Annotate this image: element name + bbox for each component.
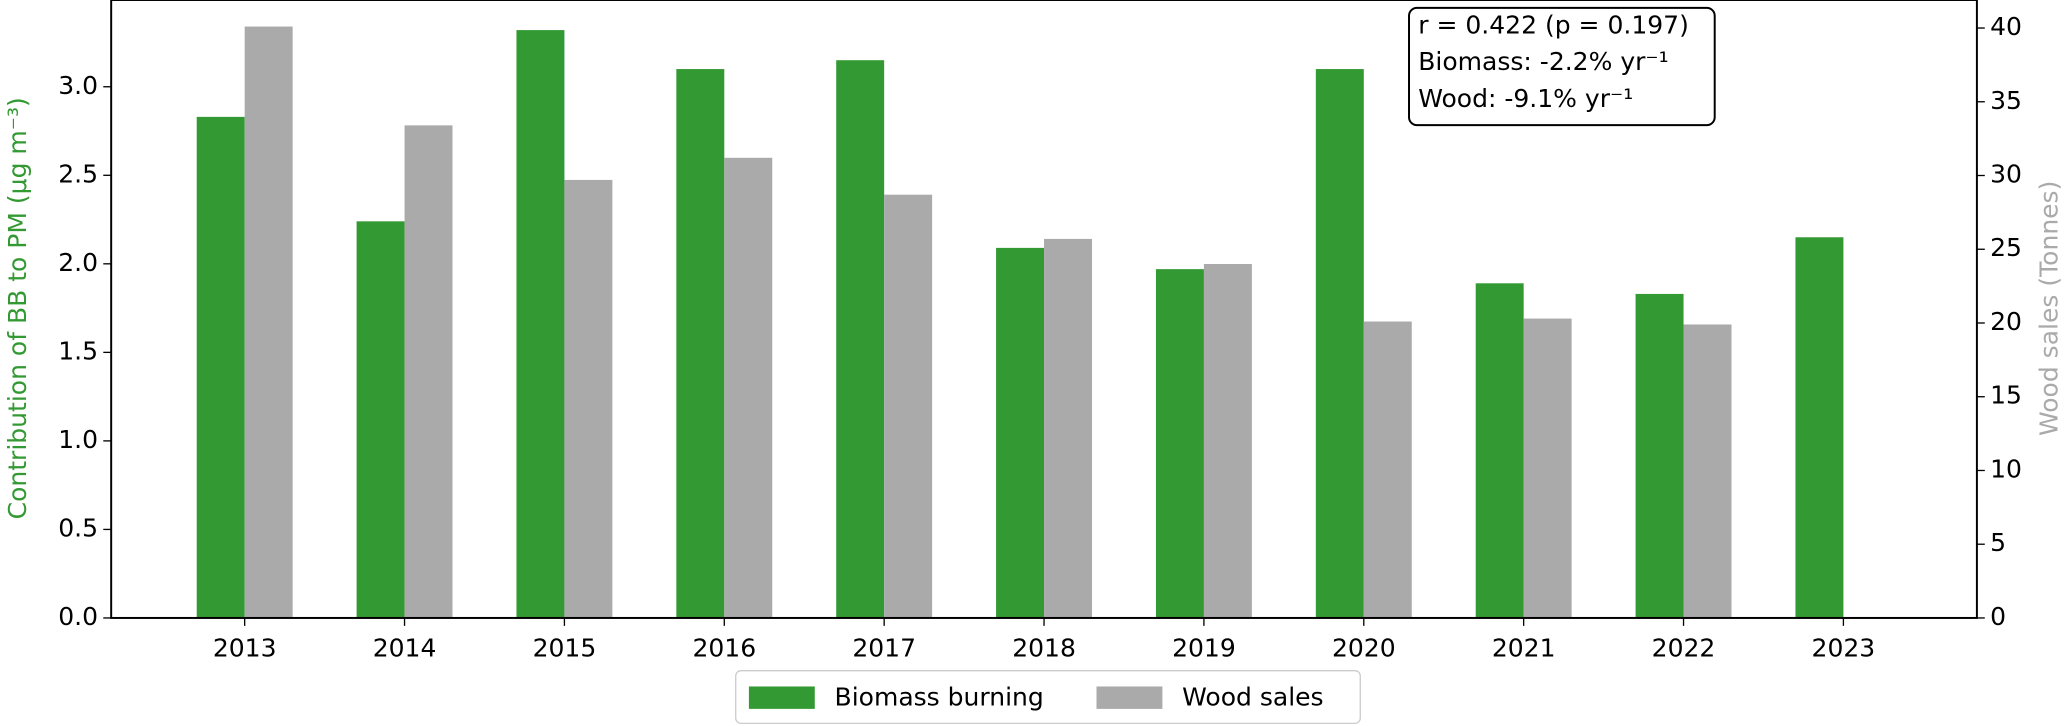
bar: [1315, 69, 1364, 618]
annotation: Biomass: -2.2% yr⁻¹: [1418, 47, 1668, 76]
y2-tick-label: 15: [1990, 381, 2022, 410]
bar: [884, 194, 933, 618]
bar: [1475, 283, 1524, 618]
bar: [1683, 324, 1732, 618]
x-tick-label: 2023: [1812, 634, 1876, 663]
bar: [676, 69, 725, 618]
y2-tick-label: 5: [1990, 528, 2006, 557]
bar: [516, 30, 565, 618]
bar: [196, 116, 245, 618]
annotation: Wood: -9.1% yr⁻¹: [1418, 84, 1633, 113]
y-tick-label: 0.5: [58, 513, 98, 542]
y-tick-label: 2.0: [58, 248, 98, 277]
y-tick-label: 1.5: [58, 336, 98, 365]
y-axis-label: Contribution of BB to PM (μg m⁻³): [3, 97, 32, 519]
bar: [1635, 293, 1684, 618]
x-tick-label: 2015: [533, 634, 597, 663]
y2-tick-label: 25: [1990, 233, 2022, 262]
legend-swatch: [1096, 686, 1163, 709]
y2-axis-label: Wood sales (Tonnes): [2035, 181, 2064, 436]
y2-tick-label: 35: [1990, 86, 2022, 115]
bar: [1523, 318, 1572, 618]
legend-box: [735, 670, 1361, 725]
y2-tick-label: 20: [1990, 307, 2022, 336]
x-tick-label: 2021: [1492, 634, 1556, 663]
legend-label: Wood sales: [1182, 682, 1323, 711]
x-tick-label: 2017: [852, 634, 916, 663]
bar: [1155, 269, 1204, 618]
plot-frame: [110, 0, 1978, 619]
y-tick-label: 1.0: [58, 425, 98, 454]
x-tick-label: 2019: [1172, 634, 1236, 663]
bar: [724, 157, 773, 618]
bar: [836, 60, 885, 618]
bar: [1203, 263, 1252, 618]
bar: [1363, 321, 1412, 618]
y2-tick-label: 30: [1990, 160, 2022, 189]
y2-tick-label: 40: [1990, 12, 2022, 41]
annotation: r = 0.422 (p = 0.197): [1418, 10, 1689, 39]
bar: [1044, 238, 1093, 618]
y-tick-label: 0.0: [58, 602, 98, 631]
bar: [1795, 237, 1844, 618]
legend-swatch: [748, 686, 815, 709]
y-tick-label: 3.0: [58, 71, 98, 100]
annotation-box: [1408, 6, 1716, 127]
y-tick-label: 2.5: [58, 159, 98, 188]
x-tick-label: 2016: [692, 634, 756, 663]
x-tick-label: 2020: [1332, 634, 1396, 663]
x-tick-label: 2013: [213, 634, 277, 663]
bar: [244, 26, 293, 618]
y2-tick-label: 10: [1990, 454, 2022, 483]
bar: [356, 221, 405, 618]
bar: [404, 125, 453, 618]
bar: [996, 247, 1045, 618]
bar: [564, 179, 613, 618]
x-tick-label: 2014: [373, 634, 437, 663]
legend-label: Biomass burning: [835, 682, 1044, 711]
x-tick-label: 2018: [1012, 634, 1076, 663]
y2-tick-label: 0: [1990, 602, 2006, 631]
x-tick-label: 2022: [1652, 634, 1716, 663]
